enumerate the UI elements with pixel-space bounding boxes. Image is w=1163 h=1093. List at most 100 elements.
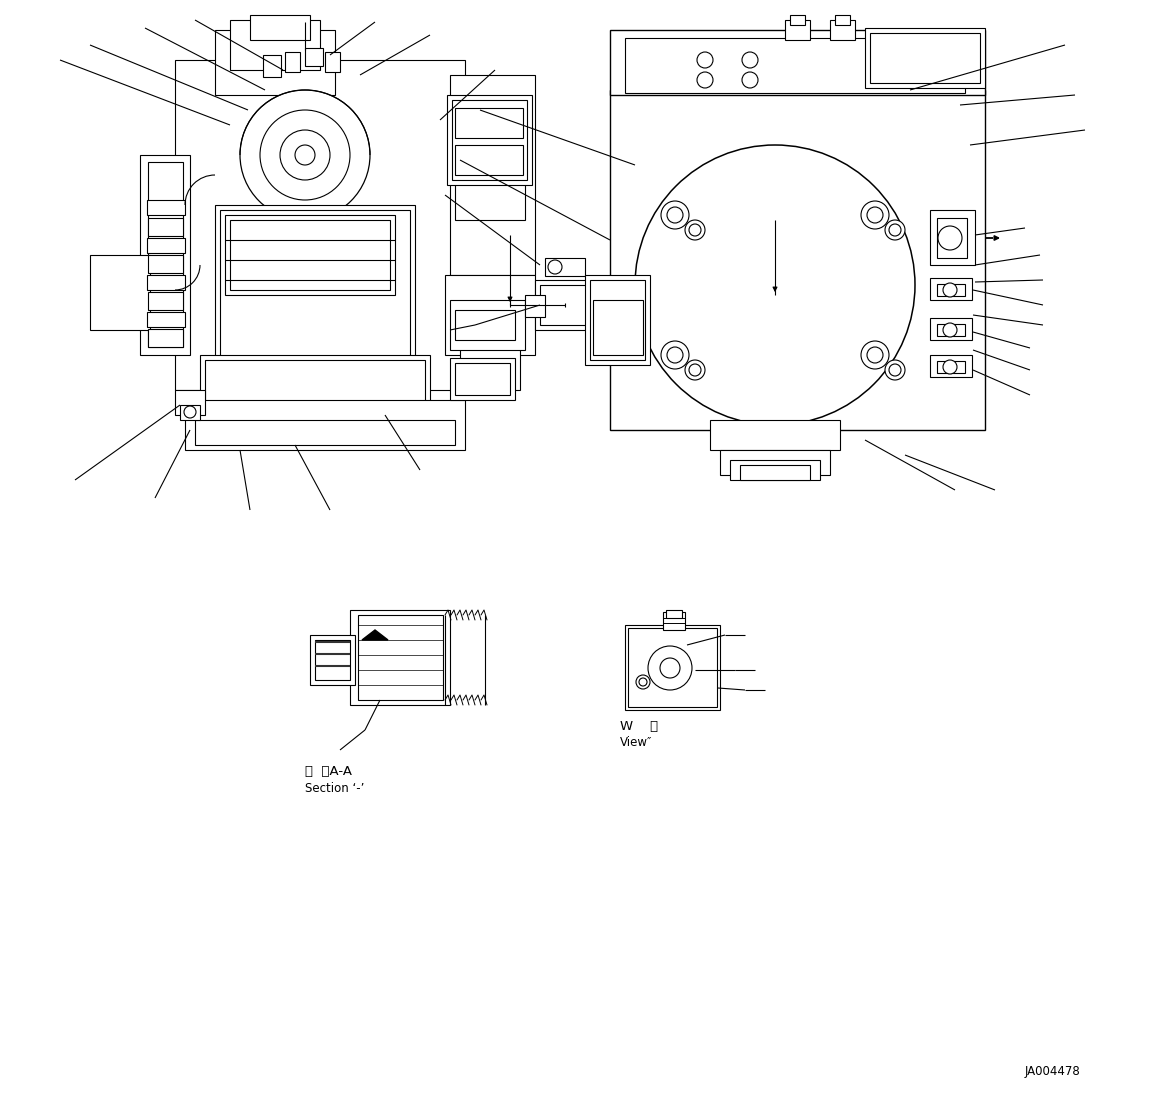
- Bar: [593, 299, 643, 355]
- Bar: [611, 90, 985, 430]
- Circle shape: [184, 406, 197, 418]
- Bar: [148, 329, 183, 346]
- Bar: [937, 361, 965, 373]
- Bar: [315, 640, 350, 680]
- Circle shape: [548, 260, 562, 274]
- Bar: [147, 275, 185, 290]
- Circle shape: [943, 360, 957, 374]
- Circle shape: [742, 72, 758, 89]
- Bar: [709, 420, 840, 450]
- Bar: [545, 258, 585, 277]
- Polygon shape: [362, 630, 388, 640]
- Bar: [148, 292, 183, 310]
- Circle shape: [659, 658, 680, 678]
- Bar: [730, 460, 820, 480]
- Bar: [740, 465, 809, 480]
- Bar: [930, 210, 975, 265]
- Bar: [174, 60, 465, 390]
- Bar: [450, 75, 535, 275]
- Bar: [625, 625, 720, 710]
- Circle shape: [638, 678, 647, 686]
- Bar: [611, 30, 985, 95]
- Bar: [224, 215, 395, 295]
- Circle shape: [861, 201, 889, 230]
- Bar: [220, 210, 411, 390]
- Bar: [835, 15, 850, 25]
- Bar: [200, 355, 430, 415]
- Bar: [311, 635, 355, 685]
- Bar: [540, 285, 605, 325]
- Text: JA004478: JA004478: [1025, 1065, 1080, 1078]
- Bar: [174, 390, 205, 415]
- Bar: [937, 218, 966, 258]
- Bar: [285, 52, 300, 72]
- Circle shape: [648, 646, 692, 690]
- Bar: [205, 360, 424, 410]
- Bar: [148, 218, 183, 236]
- Circle shape: [866, 346, 883, 363]
- Bar: [790, 15, 805, 25]
- Bar: [305, 48, 323, 66]
- Circle shape: [889, 364, 901, 376]
- Bar: [628, 628, 718, 707]
- Bar: [455, 171, 525, 220]
- Circle shape: [885, 220, 905, 240]
- Bar: [830, 20, 855, 40]
- Bar: [937, 284, 965, 296]
- Circle shape: [635, 145, 915, 425]
- Bar: [230, 20, 320, 70]
- Bar: [720, 450, 830, 475]
- Circle shape: [685, 360, 705, 380]
- Bar: [585, 275, 650, 365]
- Circle shape: [295, 145, 315, 165]
- Bar: [666, 610, 682, 618]
- Circle shape: [661, 341, 688, 369]
- Circle shape: [697, 72, 713, 89]
- Bar: [930, 355, 972, 377]
- Bar: [250, 15, 311, 40]
- Bar: [663, 612, 685, 630]
- Circle shape: [668, 346, 683, 363]
- Circle shape: [261, 110, 350, 200]
- Bar: [147, 312, 185, 327]
- Circle shape: [685, 220, 705, 240]
- Bar: [535, 280, 611, 330]
- Circle shape: [240, 90, 370, 220]
- Bar: [455, 363, 511, 395]
- Bar: [358, 615, 443, 700]
- Bar: [937, 324, 965, 336]
- Bar: [147, 238, 185, 252]
- Bar: [450, 299, 525, 350]
- Circle shape: [636, 675, 650, 689]
- Bar: [625, 38, 965, 93]
- Text: View″: View″: [620, 736, 652, 749]
- Bar: [140, 155, 190, 355]
- Bar: [215, 30, 335, 95]
- Bar: [865, 28, 985, 89]
- Bar: [324, 52, 340, 72]
- Bar: [147, 200, 185, 215]
- Bar: [455, 310, 515, 340]
- Text: 断  面A-A: 断 面A-A: [305, 765, 352, 778]
- Bar: [455, 108, 523, 138]
- Bar: [180, 406, 200, 420]
- Circle shape: [861, 341, 889, 369]
- Circle shape: [889, 224, 901, 236]
- Bar: [930, 318, 972, 340]
- Bar: [195, 420, 455, 445]
- Circle shape: [688, 364, 701, 376]
- Circle shape: [943, 283, 957, 297]
- Bar: [350, 610, 450, 705]
- Circle shape: [943, 324, 957, 337]
- Bar: [525, 295, 545, 317]
- Bar: [230, 220, 390, 290]
- Circle shape: [668, 207, 683, 223]
- Bar: [148, 162, 183, 346]
- Bar: [870, 33, 980, 83]
- Bar: [590, 280, 645, 360]
- Bar: [445, 275, 535, 355]
- Circle shape: [742, 52, 758, 68]
- Bar: [215, 205, 415, 395]
- Bar: [447, 95, 531, 185]
- Circle shape: [866, 207, 883, 223]
